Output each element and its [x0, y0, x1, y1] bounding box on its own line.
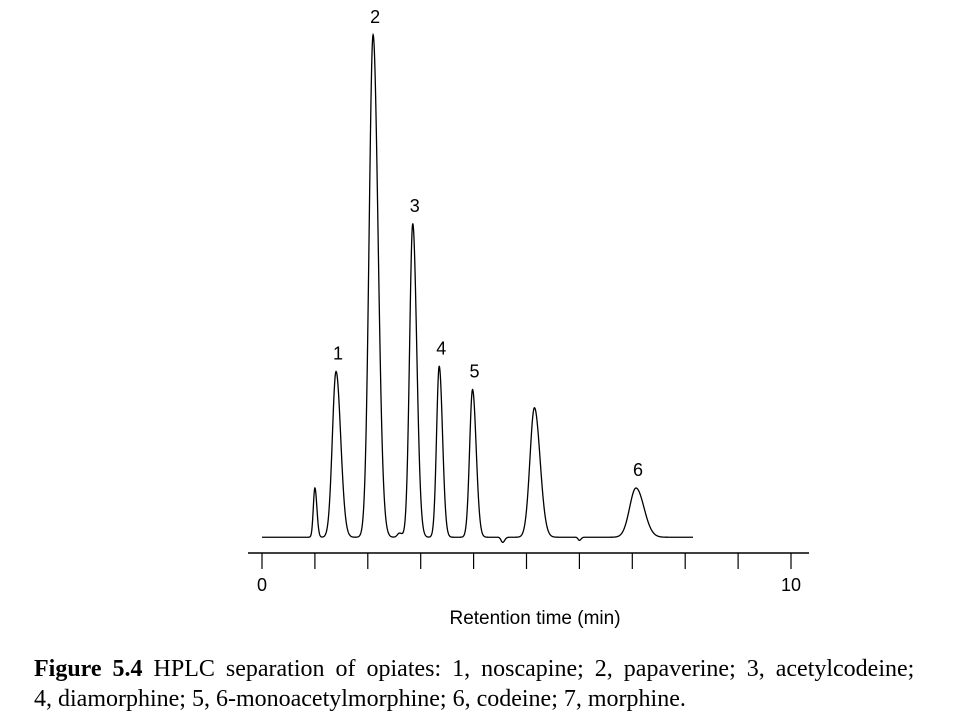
- x-axis: 0 10: [248, 552, 809, 595]
- peak-label-5: 5: [470, 362, 480, 382]
- peak-label-3: 3: [410, 196, 420, 216]
- x-tick-label: 10: [781, 575, 801, 595]
- peak-label-1: 1: [333, 343, 343, 363]
- x-axis-title: Retention time (min): [449, 608, 620, 629]
- peak-labels: 1 2 3 4 5 6: [333, 7, 643, 480]
- peak-label-4: 4: [436, 338, 446, 358]
- figure-caption: Figure 5.4 HPLC separation of opiates: 1…: [34, 654, 960, 714]
- caption-line-2: 4, diamorphine; 5, 6-monoacetylmorphine;…: [34, 686, 686, 712]
- chromatogram-trace: [262, 32, 694, 544]
- caption-line-1: Figure 5.4 HPLC separation of opiates: 1…: [34, 654, 960, 684]
- caption-text-1: HPLC separation of opiates: 1, noscapine…: [153, 656, 915, 682]
- x-tick-label: 0: [257, 575, 267, 595]
- peak-label-6: 6: [633, 460, 643, 480]
- caption-label: Figure 5.4: [34, 656, 143, 682]
- peak-label-2: 2: [370, 7, 380, 27]
- chromatogram-trace-group: [262, 32, 694, 544]
